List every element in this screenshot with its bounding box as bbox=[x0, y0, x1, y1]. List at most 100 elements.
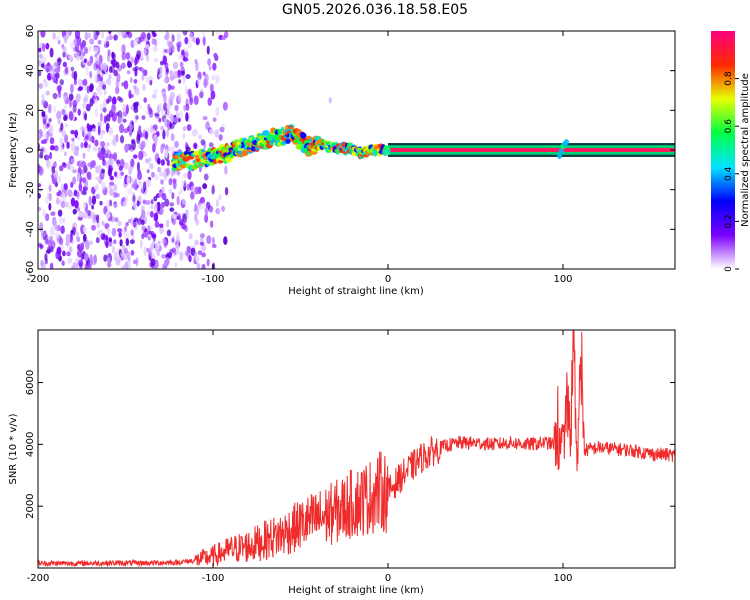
noise-speck bbox=[113, 69, 118, 77]
noise-speck bbox=[182, 172, 187, 179]
noise-speck bbox=[83, 179, 89, 188]
noise-speck bbox=[130, 39, 135, 49]
noise-speck bbox=[186, 41, 192, 49]
noise-speck bbox=[224, 187, 229, 196]
noise-speck bbox=[124, 143, 129, 153]
noise-speck bbox=[121, 227, 126, 236]
noise-speck bbox=[166, 219, 170, 228]
noise-speck bbox=[154, 241, 160, 251]
noise-speck bbox=[157, 166, 162, 173]
noise-speck bbox=[111, 51, 115, 59]
noise-speck bbox=[75, 150, 79, 157]
top-x-tick-label: 0 bbox=[385, 274, 391, 285]
noise-speck bbox=[111, 96, 117, 106]
noise-speck bbox=[130, 250, 135, 256]
noise-speck bbox=[56, 175, 62, 184]
noise-speck bbox=[111, 245, 115, 254]
noise-speck bbox=[208, 142, 214, 148]
noise-speck bbox=[137, 200, 141, 206]
noise-speck bbox=[146, 32, 151, 41]
noise-speck bbox=[96, 230, 101, 235]
noise-speck bbox=[128, 89, 132, 99]
noise-speck bbox=[90, 135, 94, 142]
colorbar-label: Normalized spectral amplitude bbox=[740, 73, 750, 227]
noise-speck bbox=[60, 243, 65, 250]
noise-speck bbox=[138, 195, 142, 200]
noise-speck bbox=[206, 45, 210, 55]
noise-speck bbox=[146, 210, 151, 218]
noise-speck bbox=[118, 165, 123, 171]
noise-speck bbox=[163, 93, 167, 104]
noise-speck bbox=[47, 103, 52, 114]
noise-speck bbox=[108, 34, 113, 41]
noise-speck bbox=[120, 265, 124, 269]
noise-speck bbox=[185, 112, 189, 122]
noise-speck bbox=[163, 117, 168, 127]
noise-speck bbox=[183, 179, 187, 188]
noise-speck bbox=[80, 189, 85, 195]
noise-speck bbox=[146, 179, 152, 188]
noise-speck bbox=[195, 38, 200, 45]
noise-speck bbox=[93, 31, 97, 39]
noise-speck bbox=[136, 161, 140, 172]
noise-speck bbox=[187, 88, 192, 98]
noise-speck bbox=[127, 187, 133, 195]
noise-speck bbox=[39, 151, 44, 159]
noise-speck bbox=[132, 202, 137, 209]
noise-speck bbox=[137, 104, 143, 109]
noise-speck bbox=[170, 85, 175, 90]
noise-speck bbox=[143, 69, 148, 76]
noise-speck bbox=[91, 205, 95, 210]
noise-speck bbox=[89, 38, 95, 45]
top-y-tick-label: 0 bbox=[25, 147, 36, 153]
noise-speck bbox=[169, 207, 175, 212]
noise-speck bbox=[189, 97, 194, 106]
noise-speck bbox=[202, 71, 206, 76]
noise-speck bbox=[53, 61, 58, 69]
noise-speck bbox=[188, 232, 193, 240]
noise-speck bbox=[116, 228, 123, 233]
noise-speck bbox=[41, 63, 45, 68]
noise-speck bbox=[132, 259, 138, 265]
noise-speck bbox=[107, 226, 111, 235]
noise-speck bbox=[69, 192, 75, 197]
noise-speck bbox=[158, 73, 163, 79]
noise-speck bbox=[49, 262, 54, 269]
noise-speck bbox=[113, 202, 119, 209]
noise-speck bbox=[83, 141, 88, 149]
noise-speck bbox=[126, 70, 131, 75]
noise-speck bbox=[39, 53, 43, 59]
noise-speck bbox=[178, 54, 184, 60]
noise-speck bbox=[70, 66, 75, 72]
noise-speck bbox=[80, 126, 85, 132]
noise-speck bbox=[137, 180, 143, 186]
noise-speck bbox=[140, 185, 144, 195]
noise-speck bbox=[169, 122, 173, 129]
noise-speck bbox=[123, 264, 127, 269]
noise-speck bbox=[96, 86, 101, 92]
noise-speck bbox=[151, 94, 157, 99]
noise-speck bbox=[185, 103, 190, 111]
noise-speck bbox=[48, 202, 52, 211]
noise-speck bbox=[175, 249, 180, 255]
noise-speck bbox=[49, 151, 53, 160]
noise-speck bbox=[213, 52, 218, 58]
noise-speck bbox=[192, 37, 197, 43]
noise-speck bbox=[86, 171, 92, 180]
noise-speck bbox=[66, 251, 71, 257]
noise-speck bbox=[76, 172, 81, 182]
noise-speck bbox=[90, 211, 95, 219]
noise-speck bbox=[95, 166, 99, 174]
noise-speck bbox=[169, 69, 174, 76]
noise-speck bbox=[194, 186, 200, 195]
noise-speck bbox=[120, 62, 126, 69]
noise-speck bbox=[146, 169, 150, 174]
noise-speck bbox=[95, 193, 100, 200]
noise-speck bbox=[76, 236, 81, 243]
noise-speck bbox=[194, 239, 199, 246]
noise-speck bbox=[94, 97, 98, 104]
noise-speck bbox=[132, 154, 138, 159]
noise-speck bbox=[200, 139, 206, 146]
noise-speck bbox=[158, 171, 164, 177]
noise-speck bbox=[184, 51, 189, 59]
